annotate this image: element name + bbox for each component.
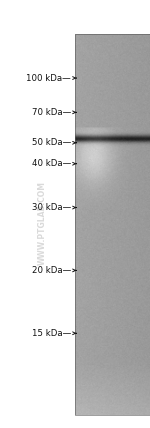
Text: 100 kDa—: 100 kDa— xyxy=(27,74,71,83)
Text: 15 kDa—: 15 kDa— xyxy=(32,329,71,338)
Text: 40 kDa—: 40 kDa— xyxy=(32,159,71,168)
Text: 50 kDa—: 50 kDa— xyxy=(32,138,71,147)
Text: 20 kDa—: 20 kDa— xyxy=(32,266,71,275)
Text: WWW.PTGLAB.COM: WWW.PTGLAB.COM xyxy=(38,181,46,265)
Text: 70 kDa—: 70 kDa— xyxy=(32,108,71,117)
Text: 30 kDa—: 30 kDa— xyxy=(32,203,71,212)
Bar xyxy=(75,34,150,415)
